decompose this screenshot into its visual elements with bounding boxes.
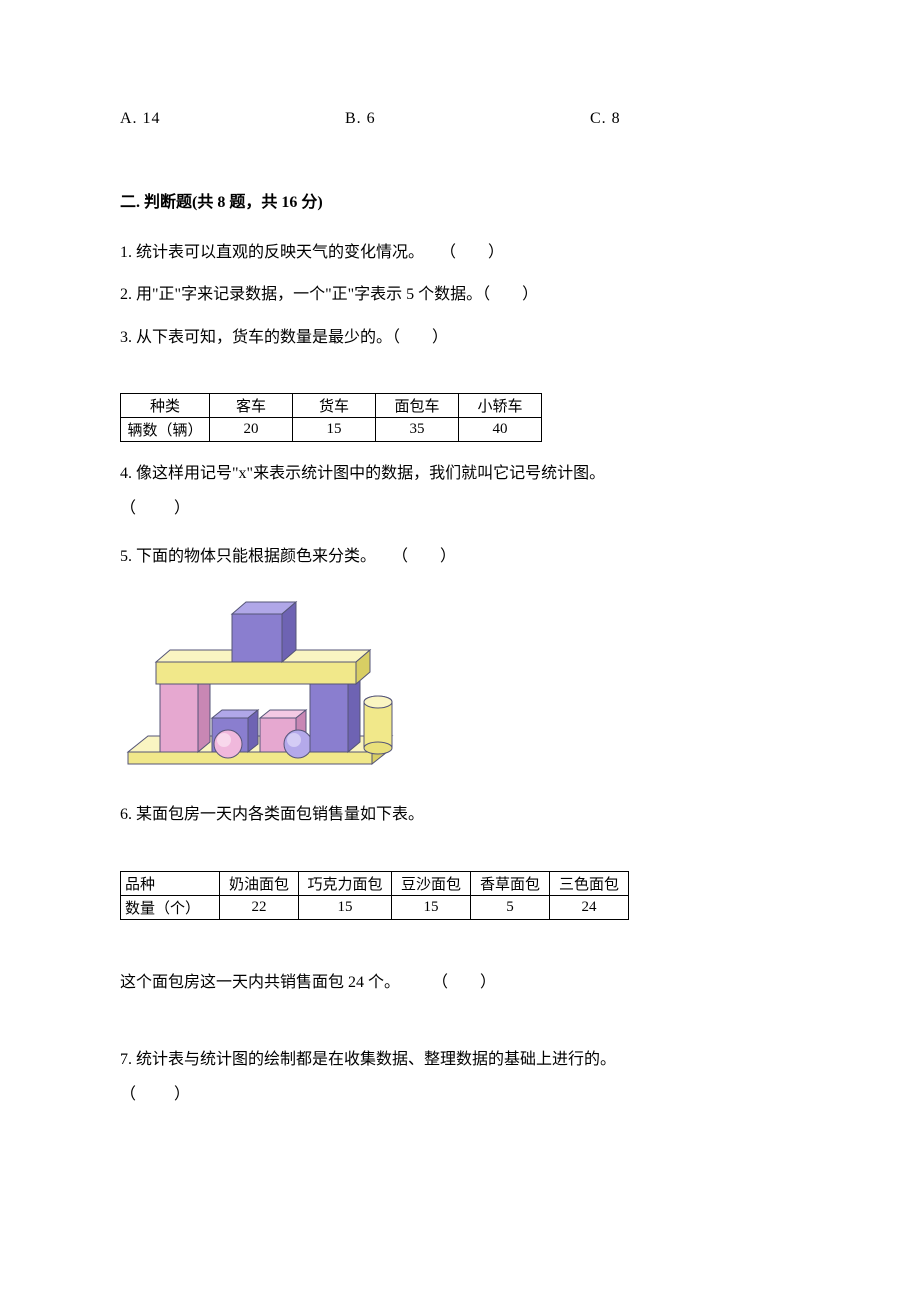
question-6-table: 品种 奶油面包 巧克力面包 豆沙面包 香草面包 三色面包 数量（个） 22 15… xyxy=(120,871,629,920)
t1-h3: 面包车 xyxy=(376,394,459,418)
t2-rowlabel: 数量（个） xyxy=(121,895,220,919)
t2-h3: 豆沙面包 xyxy=(392,871,471,895)
question-5: 5. 下面的物体只能根据颜色来分类。 （ ） xyxy=(120,538,800,576)
question-7-line2: （ ） xyxy=(120,1081,800,1110)
blocks-illustration xyxy=(120,584,420,774)
t2-h5: 三色面包 xyxy=(550,871,629,895)
t1-h1: 客车 xyxy=(210,394,293,418)
t2-h4: 香草面包 xyxy=(471,871,550,895)
t2-v4: 24 xyxy=(550,895,629,919)
t1-v1: 15 xyxy=(293,418,376,442)
question-3-text: 3. 从下表可知，货车的数量是最少的。（ ） xyxy=(120,319,800,357)
question-2: 2. 用"正"字来记录数据，一个"正"字表示 5 个数据。（ ） xyxy=(120,276,800,314)
t1-rowlabel: 辆数（辆） xyxy=(121,418,210,442)
question-6-text: 6. 某面包房一天内各类面包销售量如下表。 xyxy=(120,796,800,834)
t1-h0: 种类 xyxy=(121,394,210,418)
question-3-table: 种类 客车 货车 面包车 小轿车 辆数（辆） 20 15 35 40 xyxy=(120,393,542,442)
t1-v3: 40 xyxy=(459,418,542,442)
question-1: 1. 统计表可以直观的反映天气的变化情况。 （ ） xyxy=(120,234,800,272)
mc-options-row: A. 14 B. 6 C. 8 xyxy=(120,110,800,128)
t2-h2: 巧克力面包 xyxy=(299,871,392,895)
t1-h4: 小轿车 xyxy=(459,394,542,418)
t2-h1: 奶油面包 xyxy=(220,871,299,895)
option-b: B. 6 xyxy=(345,110,585,128)
t1-v0: 20 xyxy=(210,418,293,442)
option-a: A. 14 xyxy=(120,110,340,128)
question-7-line1: 7. 统计表与统计图的绘制都是在收集数据、整理数据的基础上进行的。 xyxy=(120,1046,800,1075)
t2-v3: 5 xyxy=(471,895,550,919)
t2-v2: 15 xyxy=(392,895,471,919)
worksheet-page: A. 14 B. 6 C. 8 二. 判断题(共 8 题，共 16 分) 1. … xyxy=(0,0,920,1176)
question-4-line2: （ ） xyxy=(120,495,800,524)
t1-v2: 35 xyxy=(376,418,459,442)
option-c: C. 8 xyxy=(590,110,621,128)
section-2-title: 二. 判断题(共 8 题，共 16 分) xyxy=(120,188,800,212)
question-6-conclusion: 这个面包房这一天内共销售面包 24 个。 （ ） xyxy=(120,964,800,1002)
t2-v0: 22 xyxy=(220,895,299,919)
question-4-line1: 4. 像这样用记号"x"来表示统计图中的数据，我们就叫它记号统计图。 xyxy=(120,460,800,489)
t2-h0: 品种 xyxy=(121,871,220,895)
t2-v1: 15 xyxy=(299,895,392,919)
t1-h2: 货车 xyxy=(293,394,376,418)
